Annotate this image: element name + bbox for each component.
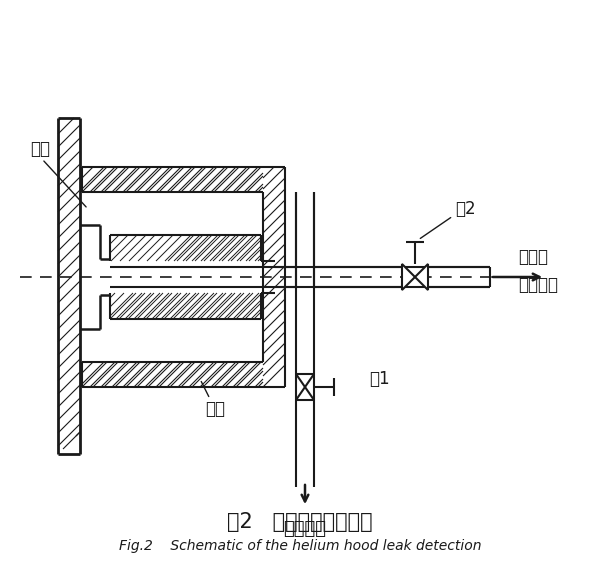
Text: 接真空泵: 接真空泵: [284, 520, 326, 538]
Text: 钟罩: 钟罩: [205, 400, 225, 418]
Text: Fig.2    Schematic of the helium hood leak detection: Fig.2 Schematic of the helium hood leak …: [119, 539, 481, 553]
Text: 氦气: 氦气: [30, 140, 50, 158]
Polygon shape: [402, 264, 415, 290]
Text: 阀1: 阀1: [369, 370, 389, 388]
Polygon shape: [415, 264, 428, 290]
Text: 阀2: 阀2: [455, 200, 476, 218]
Polygon shape: [296, 387, 314, 400]
Polygon shape: [296, 374, 314, 387]
Text: 谱检漏仪: 谱检漏仪: [518, 276, 558, 294]
Text: 接氦质: 接氦质: [518, 248, 548, 266]
Text: 图2   钟罩法检漏示意图: 图2 钟罩法检漏示意图: [227, 512, 373, 532]
